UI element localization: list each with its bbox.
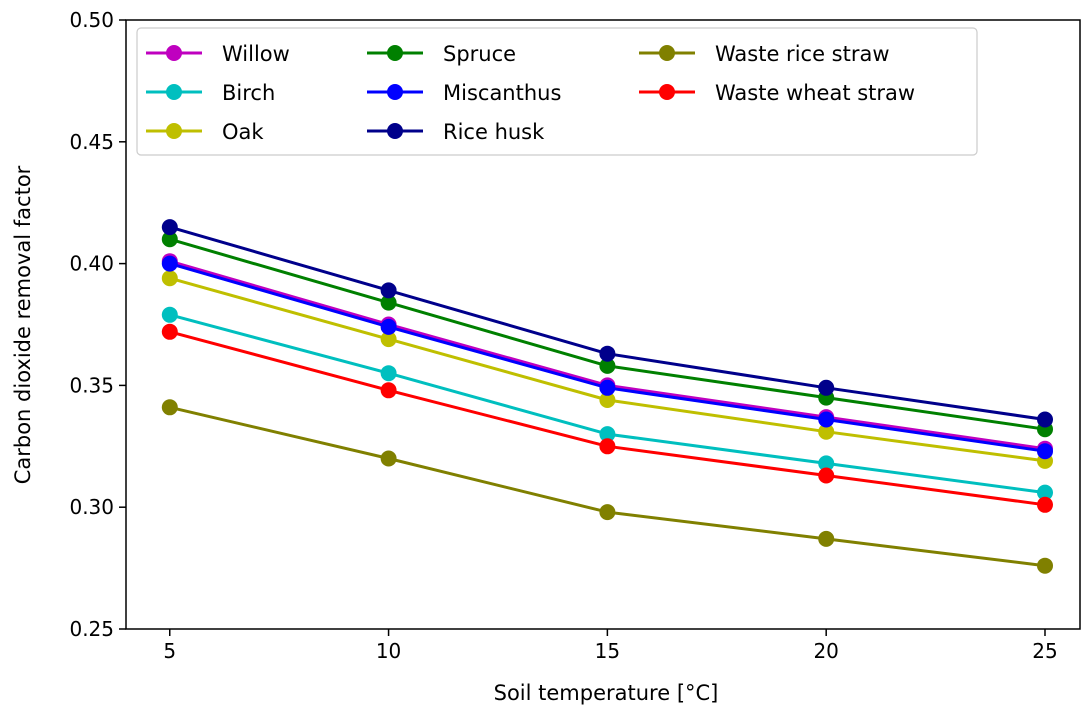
- data-point: [161, 323, 178, 340]
- x-tick-label: 25: [1032, 639, 1057, 663]
- legend-label: Oak: [222, 120, 264, 144]
- y-axis-label: Carbon dioxide removal factor: [11, 165, 35, 484]
- legend-marker: [166, 45, 182, 61]
- data-point: [380, 365, 397, 382]
- data-point: [1037, 484, 1053, 501]
- data-point: [1037, 496, 1053, 513]
- data-point: [1037, 557, 1053, 574]
- legend-item: Rice husk: [367, 120, 545, 144]
- legend-label: Waste rice straw: [715, 42, 890, 66]
- data-point: [380, 294, 397, 311]
- data-point: [161, 255, 178, 272]
- legend-marker: [387, 45, 403, 61]
- data-point: [599, 345, 616, 362]
- data-point: [599, 504, 616, 521]
- data-point: [161, 306, 178, 323]
- legend-item: Miscanthus: [367, 81, 561, 105]
- legend-label: Miscanthus: [443, 81, 561, 105]
- y-tick-label: 0.50: [69, 8, 114, 32]
- legend-marker: [166, 123, 182, 139]
- axis-ticks: 5 10 15 20 25 0.25 0.30 0.35 0.40 0.45 0.50: [69, 8, 1057, 663]
- legend-label: Birch: [222, 81, 275, 105]
- data-point: [818, 467, 835, 484]
- legend: Willow Birch Oak Spruce Miscanthus Rice husk W…: [136, 27, 978, 156]
- plot-frame: [125, 19, 1081, 630]
- data-point: [380, 382, 397, 399]
- legend-label: Spruce: [443, 42, 516, 66]
- data-point: [599, 379, 616, 396]
- data-point: [818, 379, 835, 396]
- data-point: [380, 318, 397, 335]
- legend-marker: [166, 84, 182, 100]
- legend-item: Willow: [146, 42, 290, 66]
- legend-item: Waste wheat straw: [639, 81, 915, 105]
- data-point: [818, 411, 835, 428]
- series-layer: [161, 219, 1053, 574]
- data-point: [599, 426, 616, 443]
- legend-item: Oak: [146, 120, 264, 144]
- y-tick-label: 0.40: [69, 252, 114, 276]
- y-tick-label: 0.45: [69, 130, 114, 154]
- legend-marker: [387, 84, 403, 100]
- data-point: [161, 231, 178, 248]
- legend-item: Birch: [146, 81, 275, 105]
- legend-marker: [387, 123, 403, 139]
- legend-label: Waste wheat straw: [715, 81, 915, 105]
- data-point: [161, 399, 178, 416]
- data-point: [380, 282, 397, 299]
- data-point: [599, 357, 616, 374]
- legend-label: Rice husk: [443, 120, 545, 144]
- legend-item: Spruce: [367, 42, 516, 66]
- data-point: [1037, 411, 1053, 428]
- legend-label: Willow: [222, 42, 290, 66]
- legend-marker: [659, 84, 675, 100]
- x-tick-label: 5: [163, 639, 176, 663]
- legend-marker: [659, 45, 675, 61]
- legend-box: [136, 27, 978, 156]
- data-point: [599, 438, 616, 455]
- data-point: [380, 450, 397, 467]
- data-point: [599, 392, 616, 408]
- data-point: [818, 530, 835, 547]
- x-tick-label: 20: [813, 639, 838, 663]
- data-point: [161, 270, 178, 287]
- x-axis-label: Soil temperature [°C]: [494, 681, 719, 705]
- x-tick-label: 10: [376, 639, 401, 663]
- data-point: [161, 219, 178, 236]
- data-point: [818, 455, 835, 472]
- data-point: [818, 423, 835, 440]
- data-point: [1037, 443, 1053, 460]
- x-tick-label: 15: [595, 639, 620, 663]
- legend-item: Waste rice straw: [639, 42, 890, 66]
- data-point: [380, 331, 397, 348]
- y-tick-label: 0.35: [69, 373, 114, 397]
- y-tick-label: 0.25: [69, 617, 114, 641]
- y-tick-label: 0.30: [69, 495, 114, 519]
